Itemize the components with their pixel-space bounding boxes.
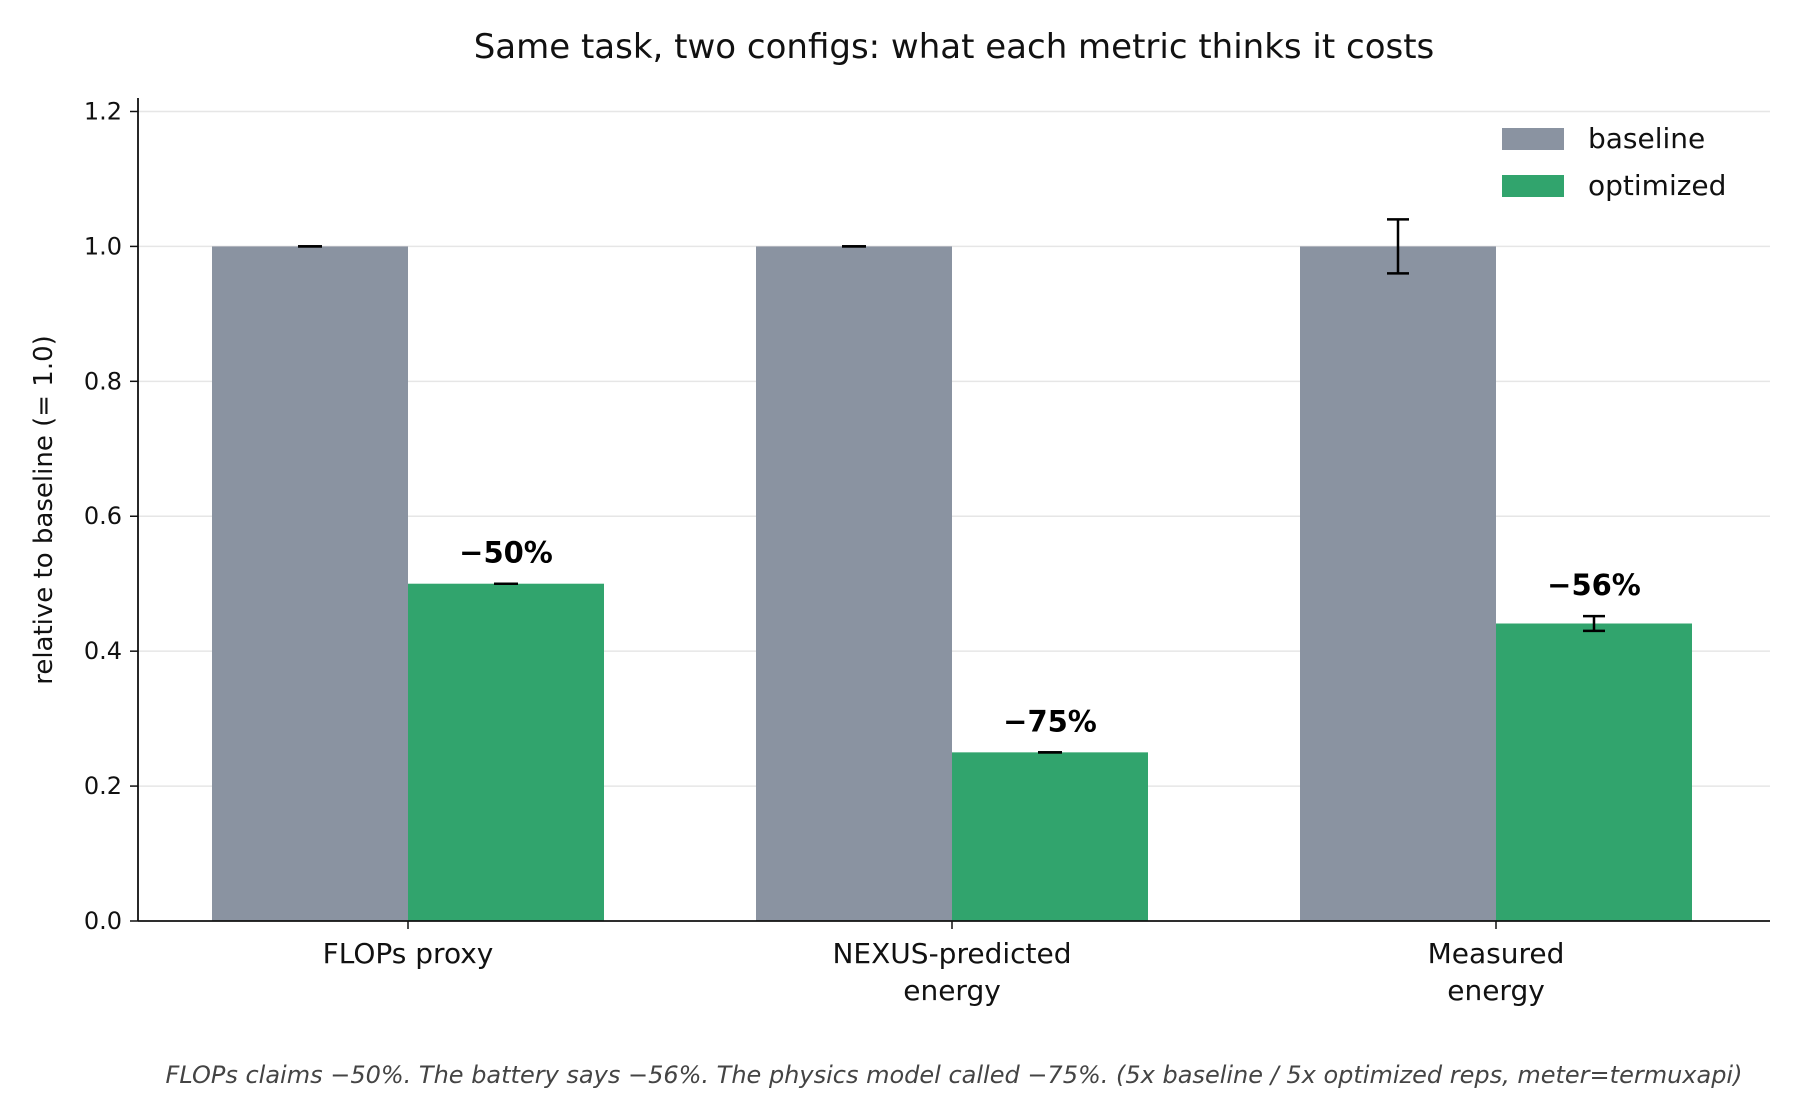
legend-swatch-optimized [1502, 175, 1564, 197]
bar-optimized [952, 752, 1148, 921]
y-tick-label: 1.2 [84, 97, 122, 125]
y-tick-label: 0.0 [84, 907, 122, 935]
x-tick-label: Measured energy [1428, 937, 1565, 1007]
chart-title: Same task, two configs: what each metric… [474, 27, 1435, 67]
delta-label: −75% [1003, 704, 1097, 738]
x-tick-label: NEXUS-predicted energy [832, 937, 1071, 1007]
delta-label: −56% [1547, 568, 1641, 602]
legend-label-optimized: optimized [1588, 169, 1726, 202]
y-tick-label: 0.4 [84, 637, 122, 665]
bar-optimized [408, 583, 604, 921]
x-tick-label: FLOPs proxy [323, 937, 494, 970]
bar-baseline [212, 246, 408, 921]
y-tick-label: 1.0 [84, 232, 122, 260]
y-axis-label: relative to baseline (= 1.0) [29, 335, 59, 685]
y-tick-label: 0.2 [84, 772, 122, 800]
bars: −50% −75% −56% [212, 218, 1692, 921]
y-tick-label: 0.8 [84, 367, 122, 395]
axes: 0.0 0.2 0.4 0.6 0.8 1.0 1.2 FLOPs proxy NEXUS-pr… [84, 97, 1770, 1007]
y-tick-label: 0.6 [84, 502, 122, 530]
legend: baseline optimized [1502, 122, 1726, 202]
legend-swatch-baseline [1502, 128, 1564, 150]
bar-optimized [1496, 623, 1692, 921]
bar-baseline [756, 246, 952, 921]
legend-label-baseline: baseline [1588, 122, 1705, 155]
bar-baseline [1300, 246, 1496, 921]
delta-label: −50% [459, 536, 553, 570]
chart-caption: FLOPs claims −50%. The battery says −56%… [166, 1061, 1743, 1089]
